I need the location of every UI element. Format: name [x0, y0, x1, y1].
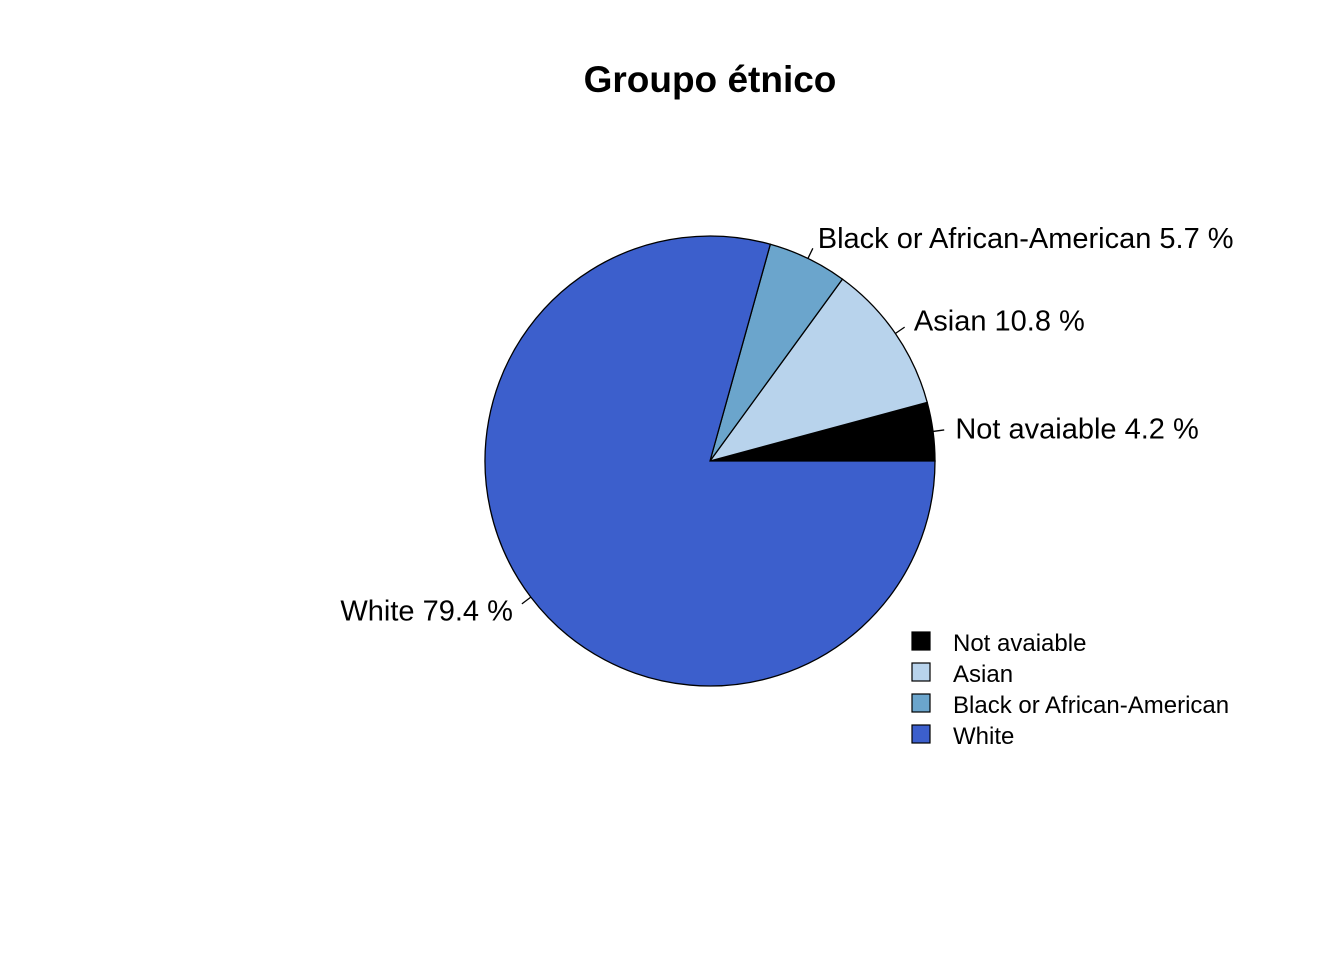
legend-label-asian: Asian — [953, 661, 1013, 688]
slice-label-asian: Asian 10.8 % — [914, 306, 1085, 338]
legend-label-white: White — [953, 723, 1014, 750]
legend-swatch-not-avaiable — [911, 631, 931, 651]
pie-slice-white — [484, 235, 936, 687]
legend-swatch-black-or-african-american — [911, 693, 931, 713]
leader-line-white — [521, 596, 532, 605]
pie-slice-asian — [708, 278, 929, 463]
slice-label-black-or-african-american: Black or African-American 5.7 % — [818, 223, 1234, 255]
slice-label-not-avaiable: Not avaiable 4.2 % — [955, 413, 1198, 445]
leader-line-black-or-african-american — [807, 248, 814, 259]
legend-label-not-avaiable: Not avaiable — [953, 630, 1086, 657]
legend-swatch-asian — [911, 662, 931, 682]
pie-slices — [484, 235, 936, 687]
slice-labels: Not avaiable 4.2 % Asian 10.8 % Black or A… — [340, 223, 1233, 628]
leader-line-not-avaiable — [932, 429, 945, 433]
legend: Not avaiable Asian Black or African-Americ… — [911, 630, 1229, 750]
slice-label-white: White 79.4 % — [340, 596, 512, 628]
leader-line-asian — [895, 326, 906, 335]
legend-label-black-or-african-american: Black or African-American — [953, 692, 1229, 719]
chart-title: Groupo étnico — [584, 59, 837, 100]
legend-swatch-white — [911, 724, 931, 744]
